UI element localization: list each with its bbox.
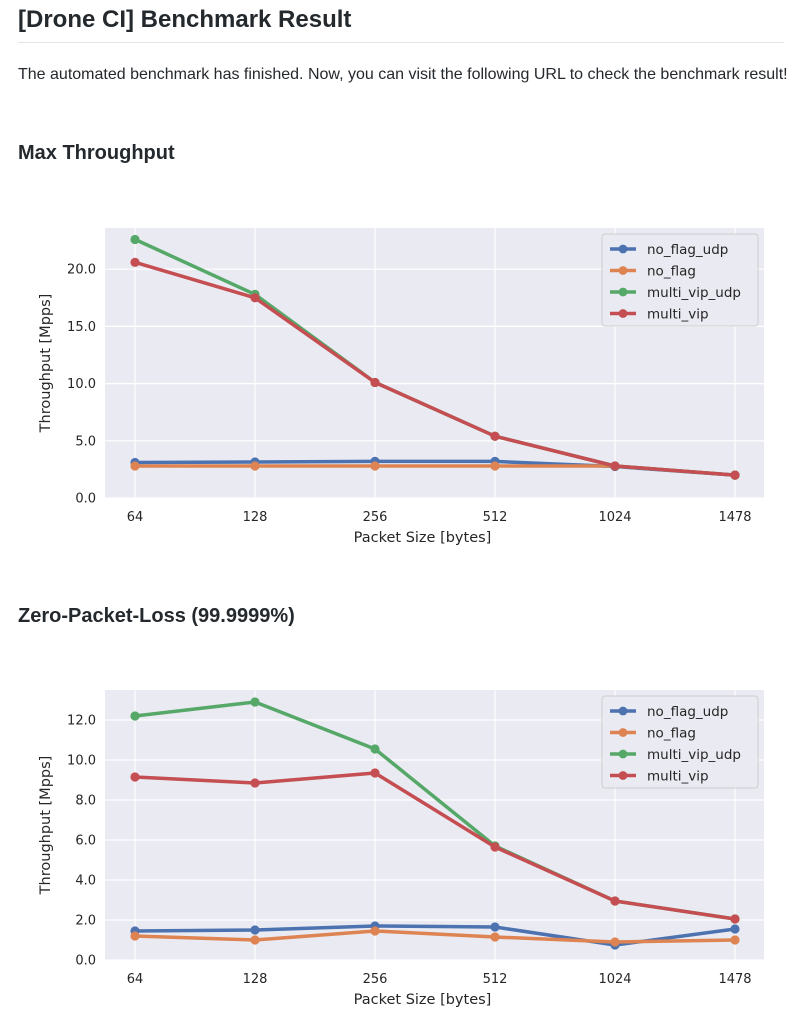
chart1-point-no_flag_udp-3 [490,922,500,932]
chart1-x-tick-label-5: 1478 [718,972,751,987]
chart0-legend-label-multi_vip: multi_vip [647,306,709,322]
chart1-x-tick-label-1: 128 [243,972,268,987]
chart0-x-tick-label-1: 128 [243,510,268,525]
chart1-legend-label-multi_vip: multi_vip [647,768,709,784]
chart0-point-no_flag-3 [490,461,500,471]
chart0-point-no_flag-2 [370,461,380,471]
chart1-point-multi_vip-3 [490,842,500,852]
chart1-x-tick-label-4: 1024 [598,972,631,987]
chart0-point-no_flag-0 [130,461,140,471]
chart1-point-multi_vip-1 [250,778,260,788]
chart0-point-multi_vip-2 [370,377,380,388]
chart1-x-tick-label-3: 512 [483,972,508,987]
chart1-y-axis-label: Throughput [Mpps] [38,756,54,896]
chart1-y-tick-label-4: 8.0 [75,794,96,809]
chart1-legend-marker-no_flag [618,728,628,737]
chart0-x-tick-label-3: 512 [483,510,508,525]
intro-text: The automated benchmark has finished. No… [18,66,788,83]
chart1-point-no_flag_udp-1 [250,925,260,935]
chart1-point-no_flag-1 [250,935,260,945]
section-title-zero-packet-loss: Zero-Packet-Loss (99.9999%) [18,605,295,627]
page-title: [Drone CI] Benchmark Result [18,6,352,33]
chart0-y-tick-label-0: 0.0 [75,492,96,507]
chart1-point-no_flag-2 [370,926,380,936]
chart1-x-tick-label-0: 64 [127,972,144,987]
chart1-y-tick-label-0: 0.0 [75,954,96,969]
chart1-point-multi_vip_udp-1 [250,697,260,707]
chart1-point-multi_vip-2 [370,768,380,778]
chart1-y-tick-label-1: 2.0 [75,914,96,929]
chart1-point-multi_vip_udp-0 [130,711,140,721]
chart1-y-tick-label-3: 6.0 [75,834,96,849]
chart0-y-tick-label-3: 15.0 [67,320,96,335]
chart0-y-tick-label-1: 5.0 [75,434,96,449]
chart0-x-axis-label: Packet Size [bytes] [354,530,492,546]
chart0-legend-marker-no_flag_udp [618,244,628,254]
chart1-point-no_flag-3 [490,932,500,942]
chart0-x-tick-label-0: 64 [127,510,144,525]
chart1-point-no_flag-5 [730,935,740,945]
chart1-legend-label-no_flag_udp: no_flag_udp [647,704,728,720]
chart1-legend-marker-multi_vip [618,771,628,780]
chart1-point-no_flag-4 [610,937,620,947]
chart1-x-tick-label-2: 256 [363,972,388,987]
chart1-point-no_flag-0 [130,931,140,941]
chart0-point-multi_vip_udp-0 [130,234,140,245]
chart0-x-tick-label-4: 1024 [598,510,631,525]
chart0-point-no_flag-1 [250,461,260,471]
chart1-series-line-multi_vip [133,771,737,921]
chart1-point-multi_vip-5 [730,914,740,924]
chart0-y-tick-label-4: 20.0 [67,263,96,278]
chart1-legend-label-no_flag: no_flag [647,725,696,741]
chart1-legend-box [601,695,759,789]
title-divider [18,42,784,43]
chart0-legend-label-no_flag_udp: no_flag_udp [647,242,728,258]
chart0-point-multi_vip-5 [730,470,740,480]
chart1-y-tick-label-5: 10.0 [67,754,96,769]
chart1-series-line-no_flag [133,929,737,944]
chart0-series-line-multi_vip [133,260,737,477]
chart0-point-multi_vip-3 [490,431,500,441]
chart1-y-tick-label-2: 4.0 [75,874,96,889]
chart1-point-no_flag_udp-5 [730,924,740,934]
chart0-legend-label-multi_vip_udp: multi_vip_udp [647,285,741,301]
chart0-x-tick-label-2: 256 [363,510,388,525]
chart0-x-tick-label-5: 1478 [718,510,751,525]
chart0-point-multi_vip-4 [610,461,620,471]
chart0-legend-marker-no_flag [618,266,628,275]
chart0-y-axis-label: Throughput [Mpps] [38,294,54,434]
chart0-legend-marker-multi_vip [618,309,628,318]
chart1-legend-marker-multi_vip_udp [618,749,628,759]
chart1-point-multi_vip_udp-2 [370,744,380,754]
chart1-legend-label-multi_vip_udp: multi_vip_udp [647,747,741,763]
chart0-legend-label-no_flag: no_flag [647,263,696,279]
chart1-y-tick-label-6: 12.0 [67,714,96,729]
chart1-x-axis-label: Packet Size [bytes] [354,992,492,1008]
chart1-point-multi_vip-0 [130,772,140,782]
chart1-point-multi_vip-4 [610,896,620,906]
chart0-point-multi_vip-1 [250,293,260,303]
chart0-y-tick-label-2: 10.0 [67,377,96,392]
chart0-legend-marker-multi_vip_udp [618,287,628,297]
chart0-point-multi_vip-0 [130,257,140,267]
section-title-max-throughput: Max Throughput [18,142,175,164]
chart0-legend-box [601,233,759,327]
chart1-legend-marker-no_flag_udp [618,706,628,716]
